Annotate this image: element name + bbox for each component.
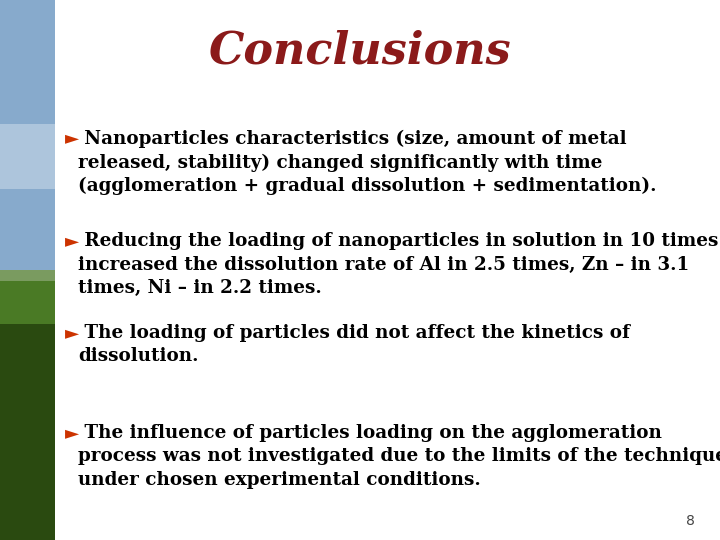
Text: ►: ► — [65, 130, 79, 147]
Text: ►: ► — [65, 424, 79, 442]
Bar — [0, 270, 55, 335]
Bar — [0, 297, 55, 540]
Text: Conclusions: Conclusions — [209, 30, 511, 73]
Bar — [0, 281, 55, 324]
Bar — [0, 0, 55, 297]
Text: Nanoparticles characteristics (size, amount of metal
released, stability) change: Nanoparticles characteristics (size, amo… — [78, 130, 656, 195]
Text: ►: ► — [65, 232, 79, 250]
Text: 8: 8 — [686, 514, 695, 528]
Text: The loading of particles did not affect the kinetics of
dissolution.: The loading of particles did not affect … — [78, 324, 630, 366]
Text: The influence of particles loading on the agglomeration
process was not investig: The influence of particles loading on th… — [78, 424, 720, 489]
Text: ►: ► — [65, 324, 79, 342]
Text: Reducing the loading of nanoparticles in solution in 10 times
increased the diss: Reducing the loading of nanoparticles in… — [78, 232, 718, 297]
Bar — [0, 124, 55, 189]
